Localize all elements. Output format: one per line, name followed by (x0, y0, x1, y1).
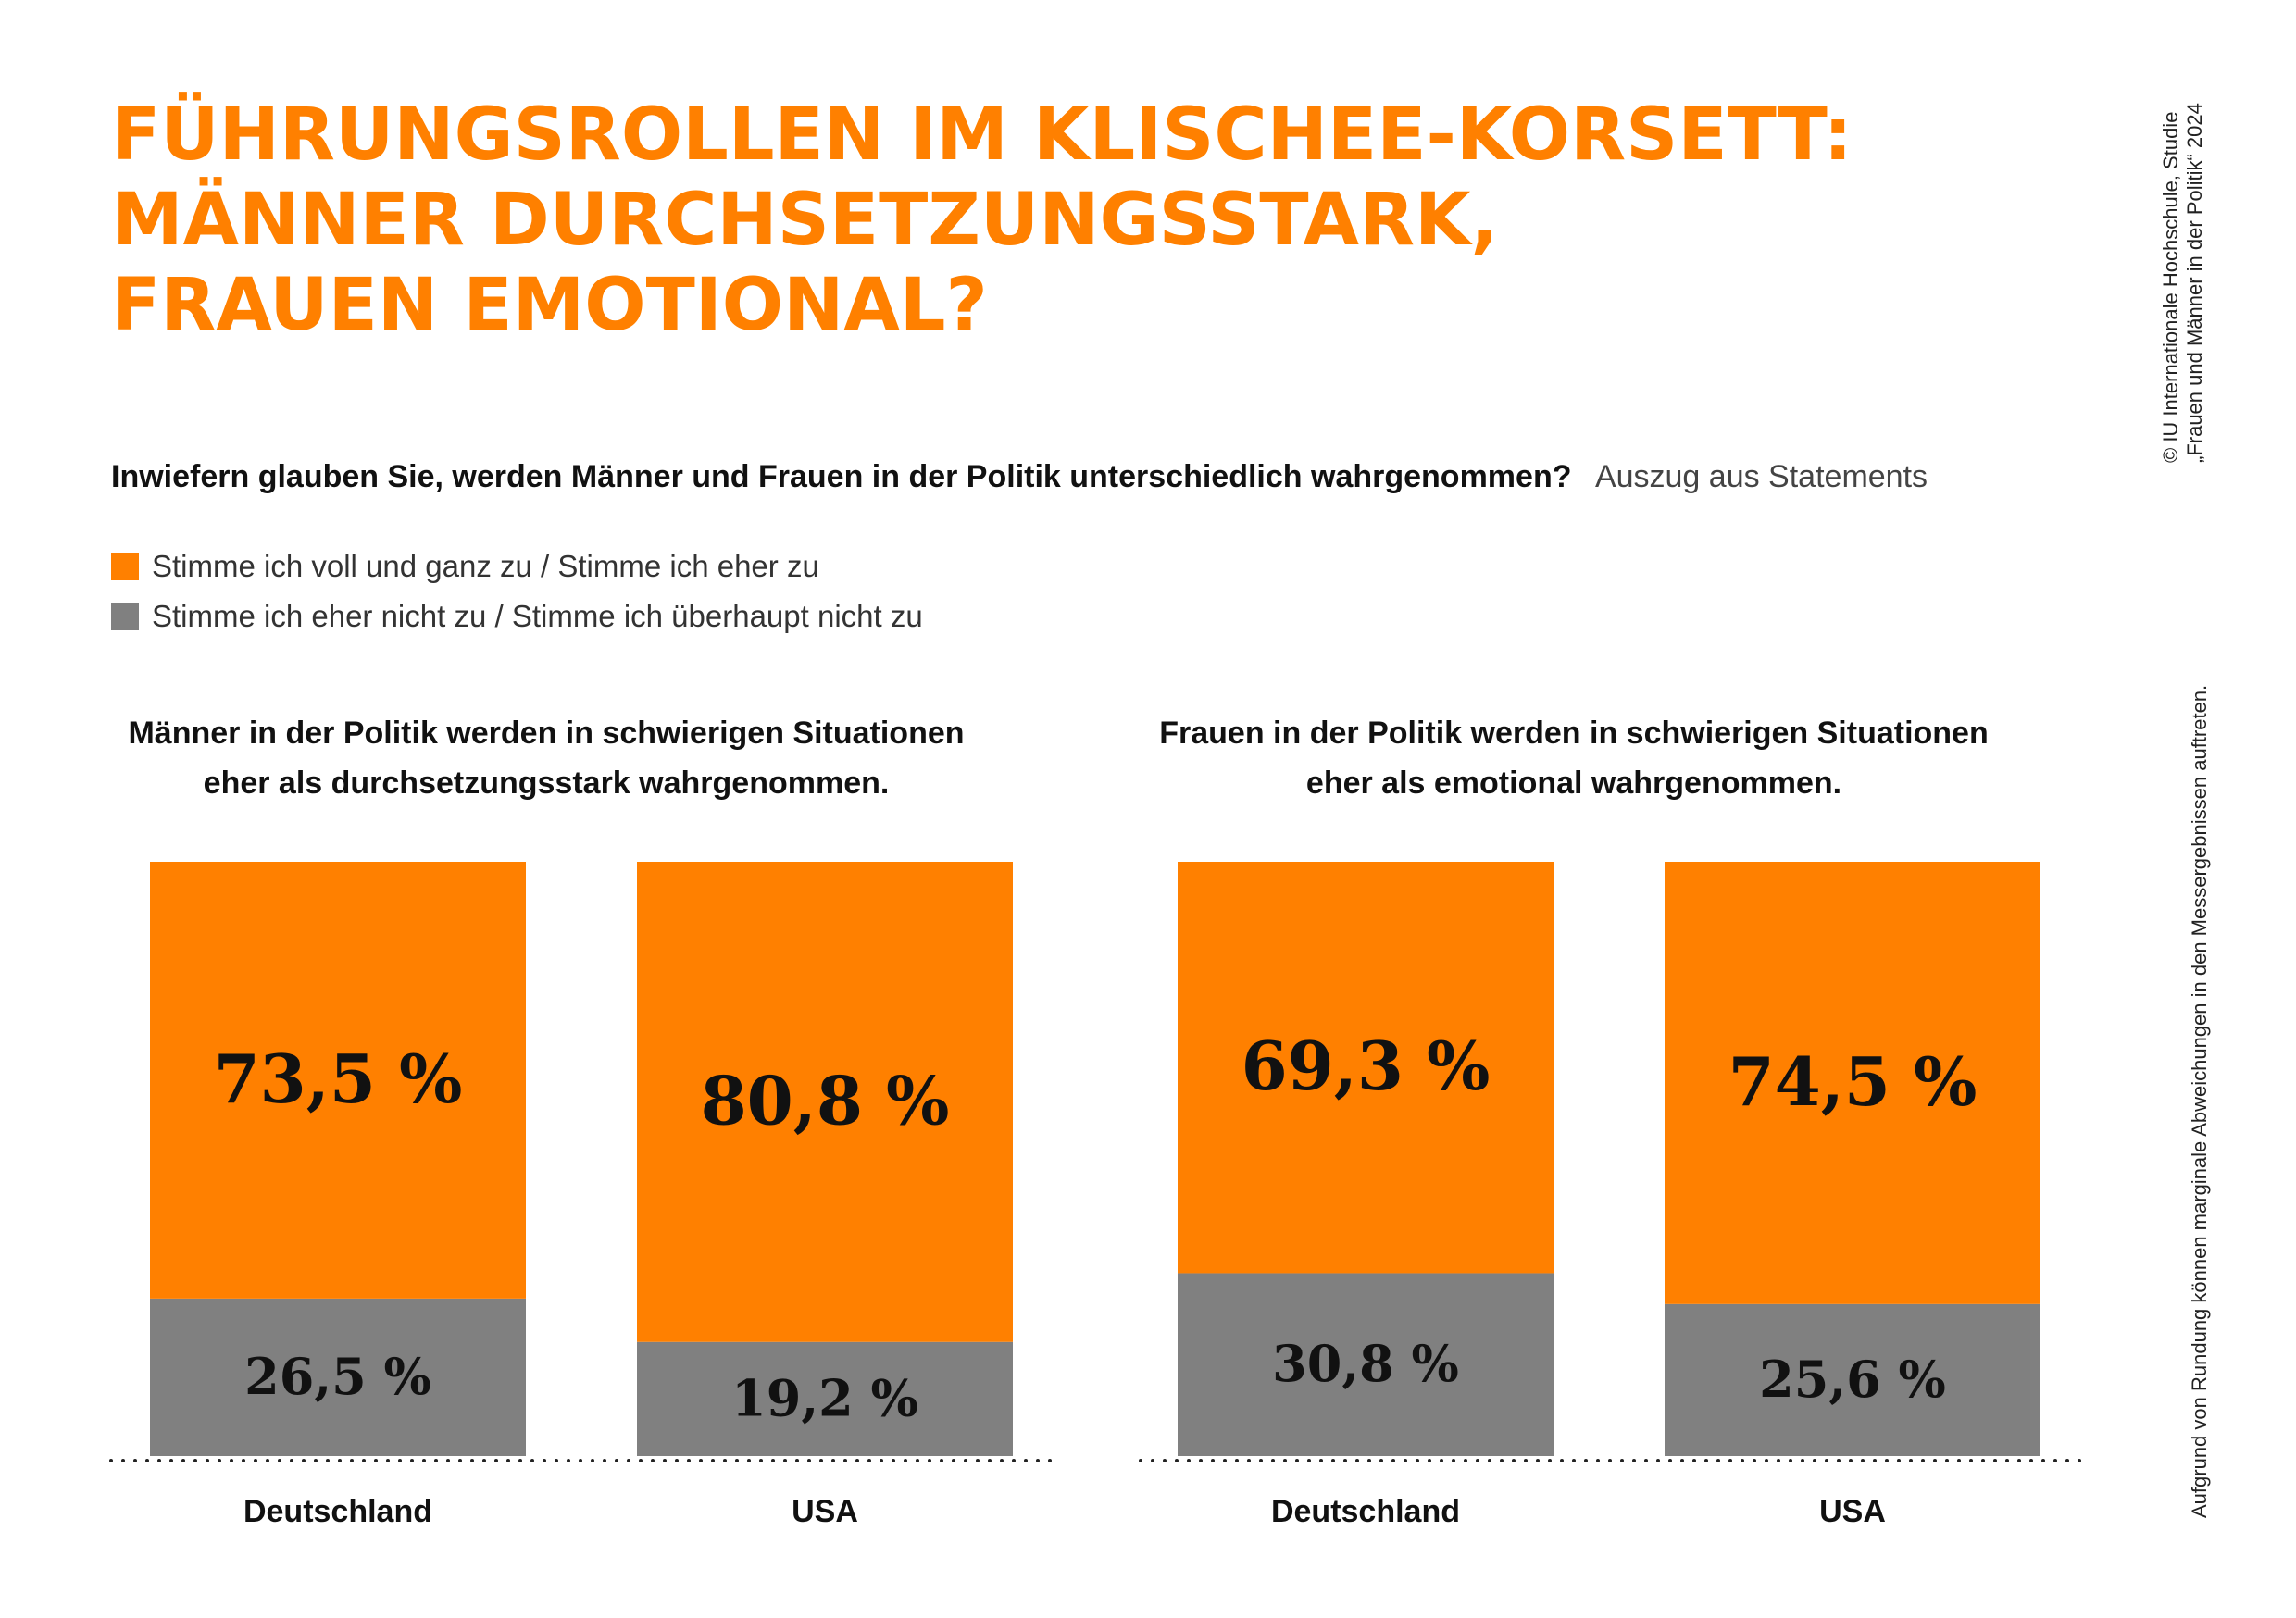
survey-question: Inwiefern glauben Sie, werden Männer und… (111, 459, 1928, 495)
bar-agree-men-deutschland (150, 862, 526, 1299)
legend: Stimme ich voll und ganz zu / Stimme ich… (111, 541, 923, 641)
data-label-agree-men-usa: 80,8 % (701, 1061, 950, 1139)
question-text: Inwiefern glauben Sie, werden Männer und… (111, 459, 1572, 494)
legend-swatch-disagree (111, 603, 139, 630)
chart-title-women: Frauen in der Politik werden in schwieri… (1120, 708, 2028, 808)
data-label-disagree-men-deutschland: 26,5 % (244, 1347, 431, 1406)
chart-title-men: Männer in der Politik werden in schwieri… (93, 708, 1000, 808)
page-title: FÜHRUNGSROLLEN IM KLISCHEE-KORSETT: MÄNN… (111, 93, 1853, 348)
category-label-women-deutschland: Deutschland (1271, 1494, 1460, 1529)
bar-disagree-men-deutschland (150, 1298, 526, 1456)
legend-item-agree: Stimme ich voll und ganz zu / Stimme ich… (111, 541, 923, 591)
title-line-2: MÄNNER DURCHSETZUNGSSTARK, (111, 179, 1499, 262)
bar-agree-women-deutschland (1178, 862, 1554, 1274)
data-label-agree-women-deutschland: 69,3 % (1242, 1027, 1491, 1105)
legend-item-disagree: Stimme ich eher nicht zu / Stimme ich üb… (111, 591, 923, 641)
legend-swatch-agree (111, 553, 139, 580)
data-label-agree-women-usa: 74,5 % (1728, 1042, 1978, 1121)
bar-agree-women-usa (1665, 862, 2040, 1304)
bar-disagree-men-usa (637, 1341, 1013, 1456)
data-label-disagree-women-deutschland: 30,8 % (1272, 1334, 1459, 1393)
bar-agree-men-usa (637, 862, 1013, 1342)
bar-disagree-women-deutschland (1178, 1273, 1554, 1456)
bar-disagree-women-usa (1665, 1303, 2040, 1456)
data-label-agree-men-deutschland: 73,5 % (214, 1039, 463, 1118)
title-line-3: FRAUEN EMOTIONAL? (111, 264, 988, 347)
legend-label-agree: Stimme ich voll und ganz zu / Stimme ich… (152, 549, 819, 583)
chart-title-men-line-2: eher als durchsetzungsstark wahrgenommen… (203, 765, 890, 801)
category-label-women-usa: USA (1819, 1494, 1886, 1529)
data-label-disagree-men-usa: 19,2 % (731, 1368, 918, 1427)
category-label-men-usa: USA (792, 1494, 858, 1529)
question-subtext: Auszug aus Statements (1594, 459, 1928, 494)
data-label-disagree-women-usa: 25,6 % (1759, 1350, 1946, 1409)
legend-label-disagree: Stimme ich eher nicht zu / Stimme ich üb… (152, 599, 923, 633)
chart-title-women-line-2: eher als emotional wahrgenommen. (1305, 765, 1842, 801)
category-label-men-deutschland: Deutschland (243, 1494, 432, 1529)
title-line-1: FÜHRUNGSROLLEN IM KLISCHEE-KORSETT: (111, 93, 1853, 177)
chart-title-women-line-1: Frauen in der Politik werden in schwieri… (1159, 716, 1989, 751)
chart-title-men-line-1: Männer in der Politik werden in schwieri… (128, 716, 965, 751)
